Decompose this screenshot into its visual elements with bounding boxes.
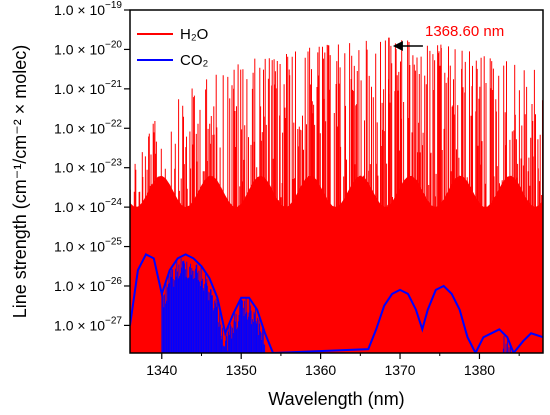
x-tick-label: 1380 [464,362,495,378]
annotation-label: 1368.60 nm [425,23,504,40]
y-axis: 1.0 × 10−191.0 × 10−201.0 × 10−211.0 × 1… [54,0,130,333]
y-tick-label: 1.0 × 10−24 [54,197,122,215]
y-tick-label: 1.0 × 10−25 [54,237,122,255]
y-tick-label-exponent: −25 [105,237,122,248]
y-tick-label-exponent: −27 [105,315,122,326]
y-tick-label-base: 1.0 × 10 [54,239,105,255]
y-tick-label-exponent: −24 [105,197,122,208]
legend-label: H₂O [180,26,208,43]
y-tick-label-base: 1.0 × 10 [54,317,105,333]
y-tick-label-exponent: −20 [105,39,122,50]
y-tick-label: 1.0 × 10−20 [54,39,122,57]
y-tick-label-exponent: −23 [105,158,122,169]
y-tick-label-base: 1.0 × 10 [54,81,105,97]
series-h2o [130,37,543,353]
y-tick-label-exponent: −21 [105,79,122,90]
co2-envelope [130,253,543,353]
x-tick-label: 1340 [146,362,177,378]
y-tick-label: 1.0 × 10−26 [54,276,122,294]
series-co2 [130,253,543,353]
y-tick-label-base: 1.0 × 10 [54,160,105,176]
x-axis: 1340 1350 1360 1370 1380 [146,353,520,378]
x-tick-label: 1360 [305,362,336,378]
legend: H₂O CO₂ [137,26,209,69]
y-tick-label: 1.0 × 10−22 [54,118,122,136]
y-tick-label-base: 1.0 × 10 [54,2,105,18]
y-axis-title: Line strength (cm⁻¹/cm⁻² × molec) [10,45,30,319]
y-tick-label: 1.0 × 10−21 [54,79,122,97]
x-tick-label: 1370 [384,362,415,378]
y-tick-label-base: 1.0 × 10 [54,41,105,57]
y-tick-label-exponent: −22 [105,118,122,129]
h2o-fill [130,175,543,353]
y-tick-label: 1.0 × 10−19 [54,0,122,18]
x-tick-label: 1350 [226,362,257,378]
y-tick-label-base: 1.0 × 10 [54,120,105,136]
y-tick-label-exponent: −26 [105,276,122,287]
y-tick-label-exponent: −19 [105,0,122,11]
y-tick-label-base: 1.0 × 10 [54,199,105,215]
y-tick-label: 1.0 × 10−23 [54,158,122,176]
y-tick-label-base: 1.0 × 10 [54,278,105,294]
legend-label: CO₂ [180,52,209,69]
y-tick-label: 1.0 × 10−27 [54,315,122,333]
annotation-arrow-head [392,41,403,51]
x-axis-title: Wavelength (nm) [268,389,404,409]
annotation: 1368.60 nm [392,23,504,51]
plot-frame [129,9,544,354]
